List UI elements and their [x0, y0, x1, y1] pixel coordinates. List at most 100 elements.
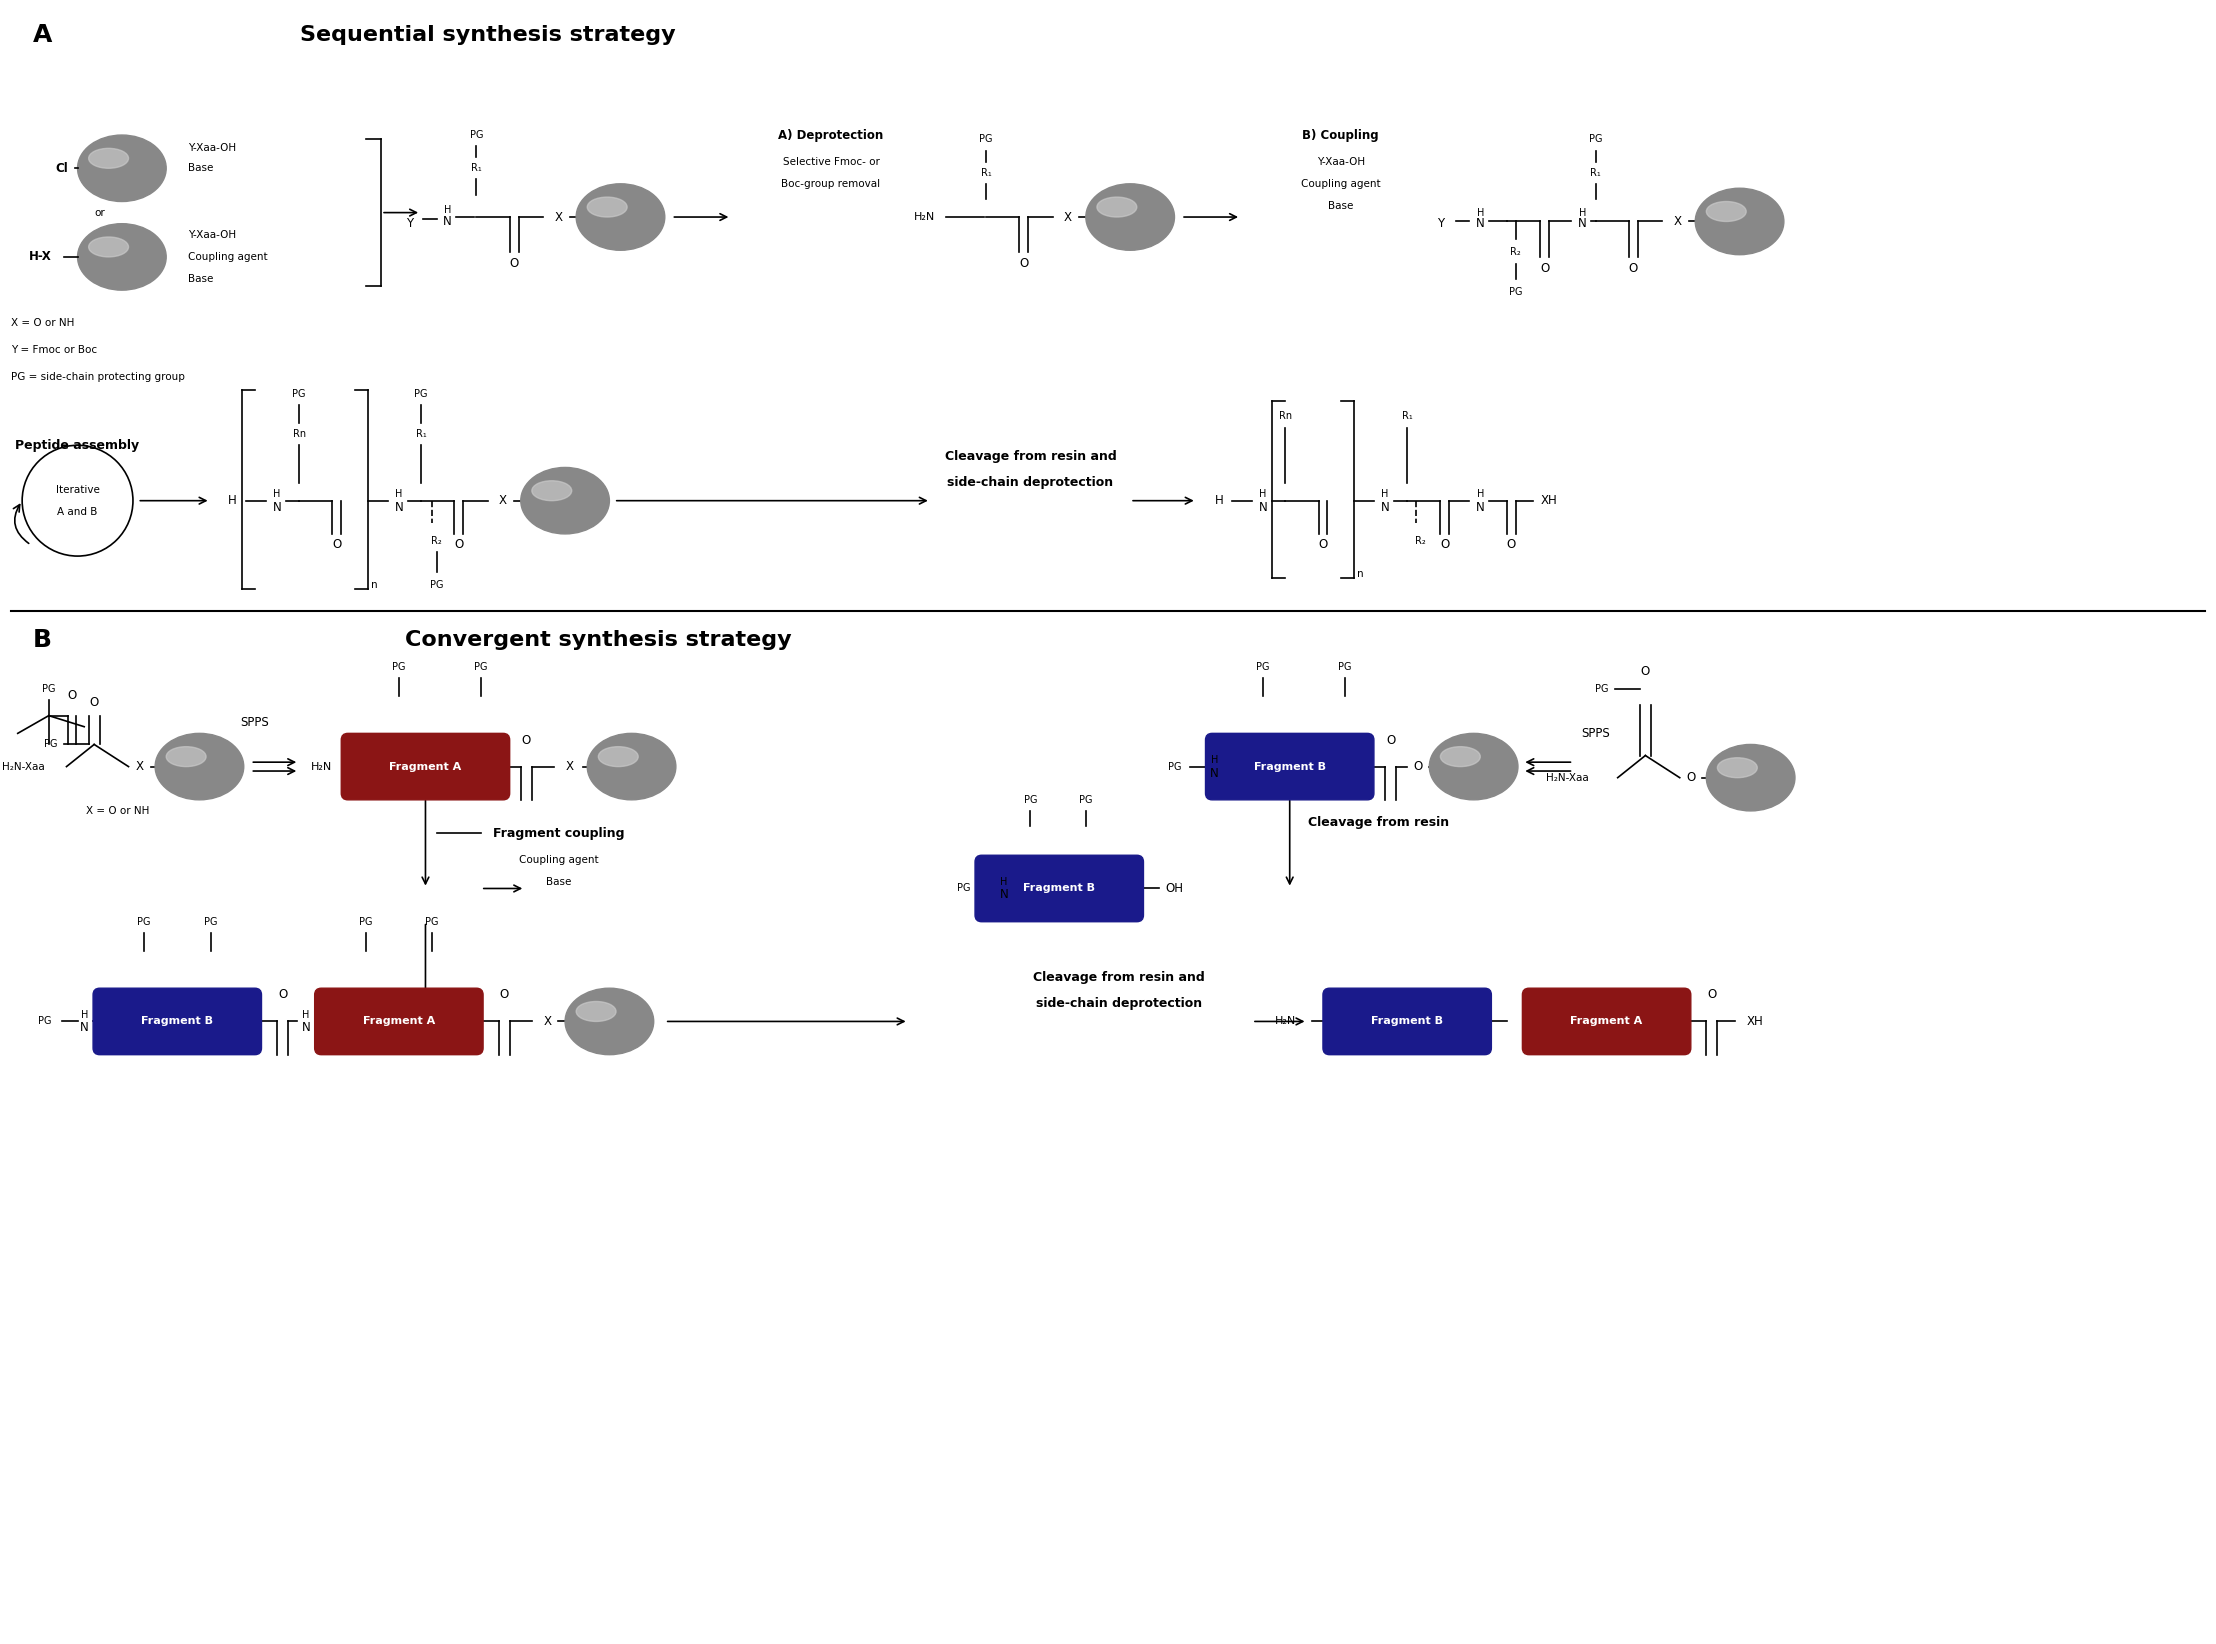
Text: PG: PG	[474, 663, 488, 672]
Text: O: O	[1414, 760, 1423, 773]
Text: Cleavage from resin: Cleavage from resin	[1307, 815, 1449, 829]
Text: N: N	[1259, 501, 1268, 513]
Text: Cl: Cl	[55, 161, 69, 174]
Text: Fragment A: Fragment A	[1571, 1016, 1642, 1026]
Text: Rn: Rn	[293, 429, 306, 439]
Text: X: X	[499, 495, 507, 508]
Ellipse shape	[1429, 733, 1518, 801]
Ellipse shape	[78, 135, 166, 202]
Ellipse shape	[166, 746, 206, 766]
Text: PG: PG	[42, 684, 55, 694]
Text: PG = side-chain protecting group: PG = side-chain protecting group	[11, 372, 184, 381]
Text: PG: PG	[957, 883, 971, 893]
Text: A and B: A and B	[58, 506, 98, 516]
Text: O: O	[89, 695, 100, 709]
Text: Fragment coupling: Fragment coupling	[492, 827, 625, 840]
Text: Coupling agent: Coupling agent	[519, 855, 598, 865]
Text: H: H	[1578, 207, 1587, 217]
Text: X: X	[543, 1014, 552, 1028]
Text: O: O	[1319, 539, 1327, 551]
Text: B) Coupling: B) Coupling	[1303, 128, 1378, 141]
Ellipse shape	[1717, 758, 1757, 778]
Text: H₂N: H₂N	[310, 761, 332, 771]
Text: N: N	[1476, 501, 1485, 513]
FancyBboxPatch shape	[315, 988, 483, 1055]
Text: O: O	[1640, 664, 1651, 677]
Text: SPPS: SPPS	[1582, 727, 1609, 740]
Text: R₁: R₁	[1591, 168, 1600, 178]
Text: H: H	[301, 1009, 310, 1019]
Text: PG: PG	[1079, 794, 1092, 806]
Text: O: O	[499, 988, 510, 1001]
FancyBboxPatch shape	[1522, 988, 1691, 1055]
Text: N: N	[80, 1021, 89, 1034]
Text: H: H	[1214, 495, 1223, 508]
Text: PG: PG	[430, 580, 443, 590]
Text: O: O	[1629, 261, 1638, 275]
Text: X: X	[1673, 215, 1682, 229]
FancyBboxPatch shape	[93, 988, 261, 1055]
Text: O: O	[1507, 539, 1516, 551]
Text: OH: OH	[1166, 881, 1183, 894]
Text: side-chain deprotection: side-chain deprotection	[1037, 998, 1201, 1009]
FancyBboxPatch shape	[341, 733, 510, 801]
Text: O: O	[510, 256, 519, 270]
Ellipse shape	[1695, 187, 1784, 255]
Text: H: H	[1476, 488, 1485, 500]
Text: X: X	[554, 210, 563, 224]
Text: Rn: Rn	[1279, 411, 1292, 421]
Text: n: n	[372, 580, 377, 590]
Text: O: O	[1706, 988, 1717, 1001]
Text: PG: PG	[1024, 794, 1037, 806]
Ellipse shape	[576, 184, 665, 250]
Ellipse shape	[521, 467, 609, 534]
Text: H: H	[228, 495, 237, 508]
Text: O: O	[1686, 771, 1695, 784]
Text: N: N	[1578, 217, 1587, 230]
Text: PG: PG	[359, 917, 372, 927]
Text: H: H	[1210, 755, 1219, 764]
Text: O: O	[454, 539, 463, 551]
Text: Fragment B: Fragment B	[1024, 883, 1095, 893]
Text: N: N	[394, 501, 403, 513]
Text: H: H	[999, 876, 1008, 886]
Text: N: N	[273, 501, 281, 513]
Ellipse shape	[155, 733, 244, 801]
Text: Fragment A: Fragment A	[363, 1016, 434, 1026]
Text: N: N	[1210, 766, 1219, 779]
Text: PG: PG	[1256, 663, 1270, 672]
Text: PG: PG	[425, 917, 439, 927]
Text: O: O	[332, 539, 341, 551]
Text: Peptide assembly: Peptide assembly	[16, 439, 140, 452]
Text: Coupling agent: Coupling agent	[188, 252, 268, 261]
Text: PG: PG	[38, 1016, 51, 1026]
Text: O: O	[66, 689, 78, 702]
Text: PG: PG	[1338, 663, 1352, 672]
Text: Y-Xaa-OH: Y-Xaa-OH	[188, 143, 237, 153]
Text: XH: XH	[1540, 495, 1558, 508]
Text: R₂: R₂	[432, 536, 441, 546]
Ellipse shape	[89, 148, 129, 168]
Text: N: N	[301, 1021, 310, 1034]
Text: H: H	[273, 488, 281, 500]
Text: H-X: H-X	[29, 250, 51, 263]
Text: H₂N: H₂N	[1274, 1016, 1296, 1026]
Text: PG: PG	[1509, 288, 1522, 298]
Text: R₁: R₁	[982, 168, 991, 178]
Text: PG: PG	[137, 917, 151, 927]
Text: Iterative: Iterative	[55, 485, 100, 495]
Text: Boc-group removal: Boc-group removal	[782, 179, 880, 189]
Text: Y = Fmoc or Boc: Y = Fmoc or Boc	[11, 345, 98, 355]
Text: PG: PG	[979, 135, 993, 145]
Text: Base: Base	[545, 876, 572, 886]
Text: Cleavage from resin and: Cleavage from resin and	[1033, 970, 1206, 983]
Ellipse shape	[1706, 745, 1795, 810]
Text: H₂N-Xaa: H₂N-Xaa	[2, 761, 44, 771]
Text: PG: PG	[1589, 135, 1602, 145]
Ellipse shape	[587, 197, 627, 217]
Text: n: n	[1358, 569, 1363, 579]
Ellipse shape	[565, 988, 654, 1055]
Text: R₁: R₁	[472, 163, 481, 173]
Text: Y: Y	[406, 217, 414, 230]
Text: N: N	[1476, 217, 1485, 230]
